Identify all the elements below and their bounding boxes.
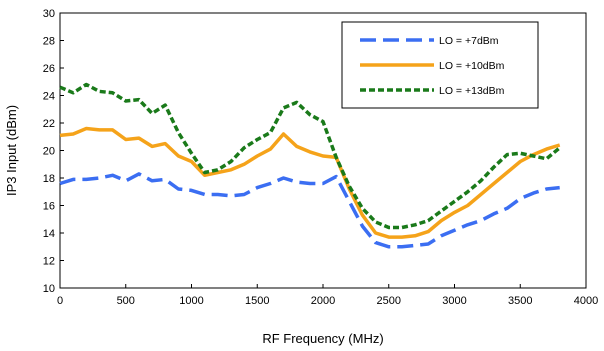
x-tick-label: 2000: [311, 295, 335, 307]
series-line-lo-13dbm: [59, 82, 561, 230]
x-tick-label: 500: [117, 295, 135, 307]
y-tick-label: 22: [43, 118, 55, 130]
y-tick-label: 14: [43, 228, 55, 240]
y-tick-label: 16: [43, 201, 55, 213]
x-tick-label: 1000: [179, 295, 203, 307]
legend-label: LO = +7dBm: [439, 35, 499, 47]
y-axis-label: IP3 Input (dBm): [4, 105, 19, 196]
y-tick-label: 20: [43, 146, 55, 158]
y-tick-label: 30: [43, 8, 55, 20]
series-line-lo-10dbm: [59, 126, 561, 239]
x-tick-label: 3500: [508, 295, 532, 307]
y-tick-label: 12: [43, 256, 55, 268]
x-tick-label: 2500: [377, 295, 401, 307]
axes: 10 12 14 16 18 20 22 24 26 28 30 0 500 1000 1500 2000 25…: [43, 8, 598, 307]
y-tick-label: 10: [43, 283, 55, 295]
legend-label: LO = +10dBm: [439, 60, 505, 72]
y-tick-label: 24: [43, 91, 55, 103]
series-line-lo-7dbm: [59, 172, 560, 249]
x-tick-label: 3000: [442, 295, 466, 307]
x-tick-label: 0: [57, 295, 63, 307]
plot-area: [59, 82, 561, 249]
y-tick-label: 28: [43, 36, 55, 48]
legend-label: LO = +13dBm: [439, 85, 505, 97]
y-tick-label: 18: [43, 173, 55, 185]
x-tick-label: 1500: [245, 295, 269, 307]
legend: LO = +7dBm LO = +10dBm LO = +13dBm: [341, 21, 539, 109]
x-tick-label: 4000: [574, 295, 598, 307]
x-axis-label: RF Frequency (MHz): [262, 331, 383, 346]
y-tick-label: 26: [43, 63, 55, 75]
